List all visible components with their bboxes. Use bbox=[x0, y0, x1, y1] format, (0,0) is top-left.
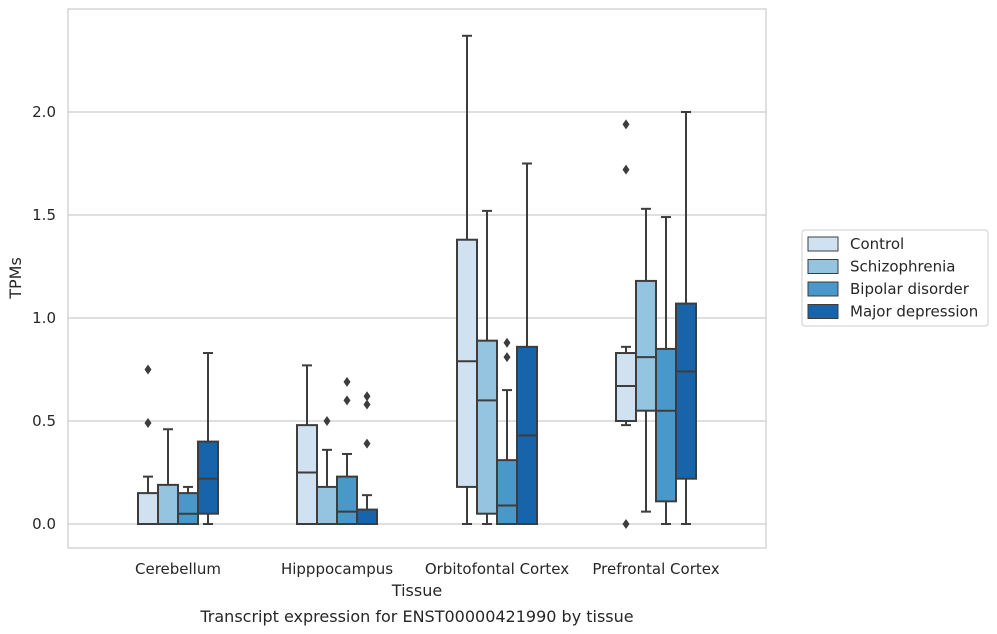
outlier-point bbox=[323, 416, 331, 426]
legend-label: Control bbox=[850, 235, 904, 253]
y-tick-label: 1.5 bbox=[32, 206, 56, 224]
box-body bbox=[336, 475, 358, 525]
box bbox=[197, 352, 219, 525]
box bbox=[356, 391, 378, 525]
box-series bbox=[137, 34, 697, 529]
y-axis-label: TPMs bbox=[6, 257, 25, 300]
chart-caption: Transcript expression for ENST0000042199… bbox=[199, 607, 633, 626]
box-body bbox=[675, 302, 697, 480]
y-tick-label: 1.0 bbox=[32, 309, 56, 327]
box bbox=[316, 416, 338, 526]
outlier-point bbox=[503, 337, 511, 348]
series-bipolar-disorder bbox=[177, 216, 677, 526]
box-body bbox=[655, 347, 677, 503]
legend-swatch bbox=[807, 281, 839, 297]
outlier-point bbox=[343, 376, 351, 387]
legend-swatch bbox=[807, 259, 839, 274]
x-tick-label: Hipppocampus bbox=[281, 560, 393, 578]
outlier-point bbox=[363, 391, 371, 402]
box-body bbox=[635, 279, 657, 412]
box-body bbox=[197, 440, 219, 515]
y-tick-label: 0.0 bbox=[32, 515, 56, 533]
y-tick-label: 2.0 bbox=[32, 103, 56, 121]
box bbox=[615, 119, 637, 529]
box bbox=[635, 207, 657, 513]
outlier-point bbox=[343, 395, 351, 406]
box-body bbox=[296, 424, 318, 525]
box bbox=[516, 162, 538, 525]
y-tick-labels: 0.0 0.5 1.0 1.5 2.0 bbox=[32, 103, 56, 533]
outlier-point bbox=[622, 164, 630, 175]
box bbox=[675, 111, 697, 525]
outlier-point bbox=[503, 352, 511, 363]
x-tick-label: Orbitofontal Cortex bbox=[425, 560, 569, 578]
box-body bbox=[316, 485, 338, 526]
legend-label: Bipolar disorder bbox=[850, 280, 970, 298]
box-body bbox=[356, 508, 378, 525]
outlier-point bbox=[144, 364, 152, 375]
box bbox=[655, 216, 677, 525]
box-body bbox=[137, 492, 159, 526]
box-body bbox=[476, 339, 498, 515]
outlier-point bbox=[622, 519, 630, 529]
series-control bbox=[137, 34, 637, 529]
box bbox=[177, 485, 199, 526]
outlier-point bbox=[363, 399, 371, 410]
x-tick-label: Cerebellum bbox=[135, 560, 221, 578]
box-body bbox=[456, 238, 478, 488]
outlier-point bbox=[622, 119, 630, 130]
series-major-depression bbox=[197, 111, 697, 525]
legend-label: Schizophrenia bbox=[850, 258, 955, 276]
legend-label: Major depression bbox=[850, 303, 978, 321]
legend-frame bbox=[801, 229, 989, 327]
box bbox=[476, 209, 498, 525]
legend-swatch bbox=[807, 304, 839, 319]
box-body bbox=[496, 459, 518, 526]
legend: Control Schizophrenia Bipolar disorder Majo… bbox=[801, 229, 989, 327]
x-tick-label: Prefrontal Cortex bbox=[592, 560, 719, 578]
legend-swatch bbox=[807, 236, 839, 252]
box-body bbox=[177, 492, 199, 526]
box-body bbox=[157, 483, 179, 525]
box bbox=[336, 376, 358, 525]
box bbox=[296, 364, 318, 525]
series-schizophrenia bbox=[157, 207, 657, 526]
outlier-point bbox=[363, 438, 371, 449]
box-body bbox=[615, 352, 637, 422]
outlier-point bbox=[144, 418, 152, 429]
box bbox=[496, 337, 518, 526]
plot-area-frame bbox=[67, 8, 767, 549]
box bbox=[157, 428, 179, 525]
x-axis-label: Tissue bbox=[391, 581, 442, 600]
y-tick-label: 0.5 bbox=[32, 412, 56, 430]
x-tick-labels: Cerebellum Hipppocampus Orbitofontal Corte… bbox=[135, 560, 720, 578]
